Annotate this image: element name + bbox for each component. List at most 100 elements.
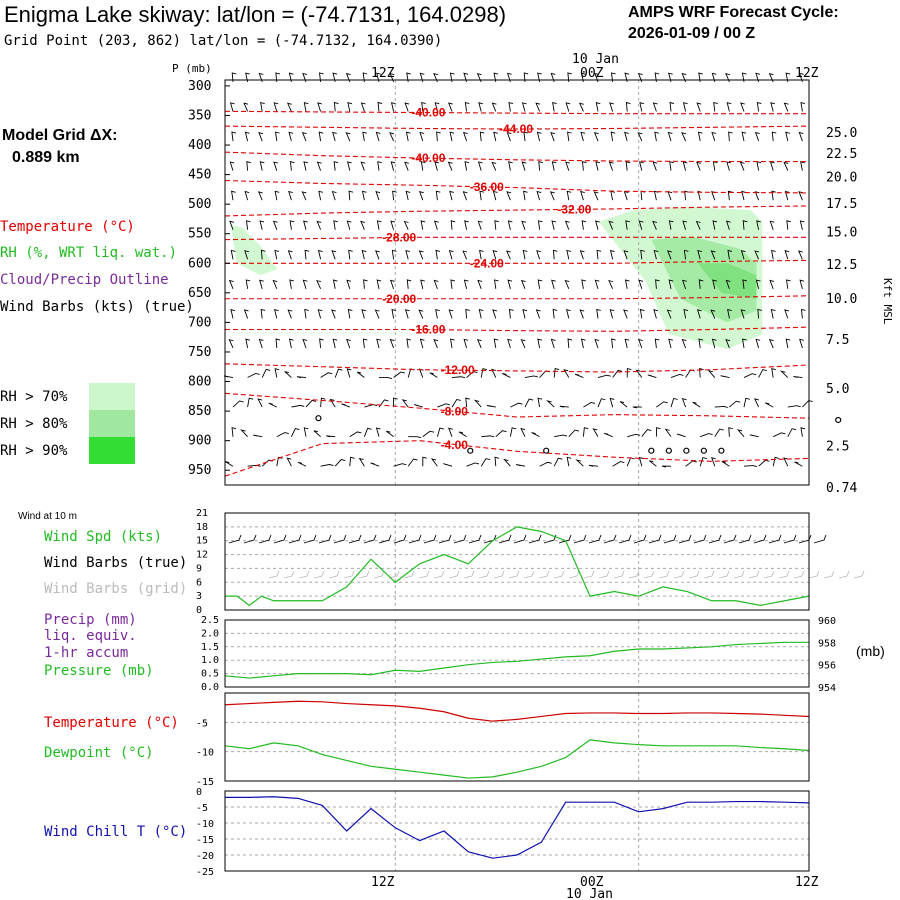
wind-barb	[769, 279, 775, 290]
wind-barb	[450, 338, 455, 349]
wind-barb	[390, 102, 396, 112]
wind-barb	[783, 102, 789, 112]
wind-barb	[448, 309, 454, 319]
wind-barb	[419, 338, 425, 349]
wind-barb	[520, 427, 526, 437]
wind-barb	[379, 377, 393, 379]
wind-barb	[638, 220, 644, 230]
grid-wind-barb	[763, 570, 775, 579]
wind-barb	[553, 457, 563, 467]
pressure-tick-label: 960	[818, 616, 836, 627]
wind-barb	[405, 249, 410, 260]
wind-barb	[245, 72, 250, 83]
wind-barb	[742, 279, 748, 289]
wind-barb	[360, 161, 366, 171]
surface-wind-barb	[618, 534, 632, 544]
wind-barb	[332, 338, 338, 349]
pressure-tick-label: 954	[818, 683, 836, 694]
surface-wind-barb	[753, 534, 767, 544]
wind-barb	[364, 404, 378, 408]
wind-barb	[740, 102, 745, 112]
wind-barb	[626, 457, 635, 467]
wind-barb	[550, 338, 556, 349]
wind-barb	[393, 463, 407, 467]
wind-barb	[595, 102, 601, 112]
wind-barb	[769, 220, 775, 230]
wind-barb	[696, 102, 702, 112]
grid-wind-barb	[553, 570, 565, 579]
wind-barb	[538, 161, 543, 171]
wind-barb	[245, 338, 250, 349]
top-time-label-2: 00Z	[580, 66, 604, 81]
surface-wind-barb	[408, 534, 422, 544]
wind-barb	[376, 338, 381, 349]
wind-barb	[316, 161, 322, 171]
temperature-contour	[225, 259, 810, 264]
wind-barb	[462, 191, 468, 201]
top-time-label-3: 12Z	[795, 66, 819, 81]
temperature-contour-label: -40.00	[411, 151, 445, 165]
surface-wind-barb	[348, 534, 362, 544]
surface-wind-barb	[693, 534, 707, 544]
pressure-tick-label: 350	[188, 108, 211, 123]
pressure-ticks: 300 350 400 450 500 550 600 650 700 750 800 850 900 9…	[188, 79, 230, 478]
wind-barb	[726, 161, 732, 171]
wind-barb	[228, 339, 234, 349]
pressure-time-section: P (mb) 12Z 00Z 12Z 10 Jan Kft MSL -40.00…	[172, 52, 894, 496]
temperature-contour	[224, 236, 809, 241]
wind-barb	[476, 339, 482, 349]
wind-barb	[473, 399, 482, 408]
wind-barb	[802, 400, 813, 408]
wind-barb	[318, 72, 324, 82]
wind-barb	[632, 406, 642, 409]
wind-barb	[625, 161, 631, 171]
wind-barb	[493, 72, 499, 82]
windchill-gridlines	[225, 791, 809, 871]
wind-barb	[743, 465, 758, 468]
wind-barb	[316, 279, 322, 290]
wind-barb	[682, 220, 688, 230]
wind-barb	[228, 279, 234, 290]
wind-barb	[539, 461, 552, 467]
wind-barb	[362, 131, 367, 142]
legend-surface-temperature: Temperature (°C)	[44, 715, 179, 731]
windchill-panel: Wind Chill T (°C) 0 -5 -10 -15 -20 -25 12Z 00…	[44, 787, 819, 900]
wind-barb	[288, 72, 294, 83]
bottom-date-label: 10 Jan	[566, 887, 613, 900]
wind-barb	[681, 279, 687, 289]
wind-barb	[696, 309, 702, 319]
wind-barb	[714, 406, 728, 408]
wind-barb	[246, 161, 251, 171]
pressure-tick-label: 700	[188, 315, 211, 330]
wind-barb	[552, 249, 558, 260]
wind-barb	[244, 190, 250, 201]
surface-wind-barb	[453, 534, 467, 544]
wind-barb	[247, 397, 254, 408]
wind-barb	[594, 279, 600, 289]
wind-barb	[783, 161, 789, 171]
wind-barb	[682, 161, 688, 171]
pressure-tick-label: 950	[188, 463, 211, 478]
temperature-contours: -40.00 -44.00 -40.00 -36.00 -32.00 -28.00 -24.…	[224, 106, 810, 477]
wind-barb	[478, 102, 483, 112]
wind-barb	[539, 370, 550, 378]
wind-barb	[568, 429, 580, 437]
legend-dewpoint: Dewpoint (°C)	[44, 745, 154, 761]
wind-barb	[506, 72, 512, 83]
wind-barb	[433, 220, 439, 230]
grid-point-label: Grid Point (203, 862) lat/lon = (-74.713…	[4, 33, 442, 49]
wind-barb	[349, 431, 362, 438]
wind-barb	[551, 279, 556, 289]
wind-barb	[465, 308, 470, 319]
surface-wind-barb	[438, 534, 452, 544]
surface-wind-barb	[378, 534, 392, 544]
wind-barb	[727, 249, 733, 260]
wind-barb	[574, 373, 584, 378]
wind-barb	[420, 161, 426, 171]
wind-barb	[749, 434, 759, 438]
wind-barb	[696, 161, 701, 171]
wind-barb	[624, 72, 630, 83]
wind-barb	[668, 220, 674, 230]
surface-wind-barb	[228, 534, 242, 544]
wind-barb	[304, 308, 309, 319]
